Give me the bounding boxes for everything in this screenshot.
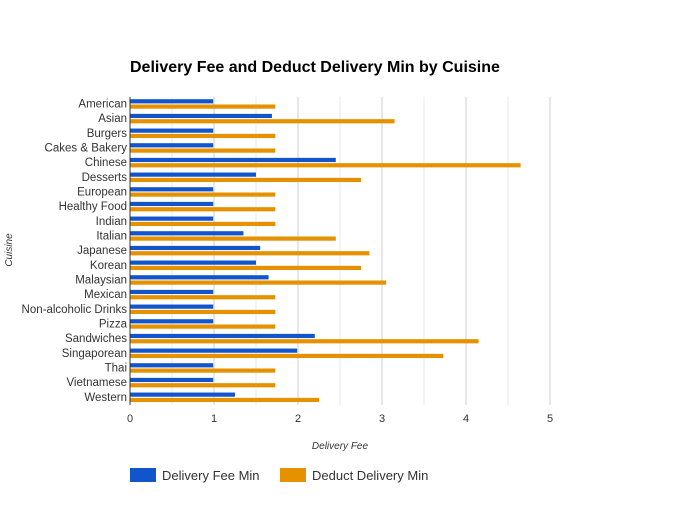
delivery-fee-min-bar: [130, 245, 261, 251]
delivery-fee-min-bar: [130, 275, 269, 280]
x-tick-label: 0: [127, 413, 133, 425]
category-label: European: [77, 187, 127, 199]
delivery-fee-min-bar: [130, 143, 214, 148]
chart-title: Delivery Fee and Deduct Delivery Min by …: [130, 59, 500, 76]
category-label: Vietnamese: [66, 377, 127, 389]
deduct-delivery-min-bar: [130, 207, 276, 212]
deduct-delivery-min-bar: [130, 353, 444, 359]
legend-swatch: [280, 468, 306, 482]
delivery-fee-min-bar: [130, 363, 214, 368]
delivery-fee-min-bar: [130, 113, 272, 119]
category-label: American: [78, 99, 127, 111]
category-label: Thai: [105, 363, 127, 375]
delivery-fee-min-bar: [130, 260, 256, 265]
category-label: Pizza: [99, 319, 128, 331]
deduct-delivery-min-bar: [130, 119, 395, 124]
deduct-delivery-min-bar: [130, 236, 336, 241]
legend-swatch: [130, 468, 156, 482]
y-tick-labels: American Asian Burgers Cakes & Bakery Chines…: [22, 99, 128, 404]
category-label: Chinese: [85, 157, 127, 169]
delivery-fee-min-bar: [130, 201, 214, 207]
x-axis-label: Delivery Fee: [312, 441, 369, 452]
delivery-fee-min-bar: [130, 319, 214, 324]
deduct-delivery-min-bar: [130, 133, 276, 139]
deduct-delivery-min-bar: [130, 163, 521, 168]
deduct-delivery-min-bar: [130, 280, 387, 285]
deduct-delivery-min-bar: [130, 397, 319, 403]
category-label: Malaysian: [75, 275, 127, 287]
deduct-delivery-min-bar: [130, 295, 276, 300]
x-tick-label: 1: [211, 413, 217, 425]
delivery-fee-min-bar: [130, 377, 214, 383]
delivery-fee-min-bar: [130, 99, 214, 104]
delivery-fee-min-bar: [130, 231, 244, 236]
deduct-delivery-min-bar: [130, 251, 370, 256]
deduct-delivery-min-bar: [130, 221, 276, 227]
delivery-fee-min-bar: [130, 348, 298, 353]
category-label: Mexican: [84, 289, 127, 301]
category-label: Indian: [96, 216, 127, 228]
grid-layer: [171, 97, 551, 405]
deduct-delivery-min-bar: [130, 192, 276, 197]
delivery-fee-min-bar: [130, 157, 336, 163]
deduct-delivery-min-bar: [130, 368, 276, 373]
category-label: Non-alcoholic Drinks: [22, 304, 128, 316]
x-tick-label: 5: [547, 413, 553, 425]
x-tick-labels: 0 1 2 3 4 5: [127, 413, 553, 425]
category-label: Desserts: [82, 172, 128, 184]
x-tick-label: 2: [295, 413, 301, 425]
deduct-delivery-min-bar: [130, 339, 479, 344]
deduct-delivery-min-bar: [130, 177, 361, 183]
delivery-fee-min-bar: [130, 216, 214, 221]
legend: Delivery Fee Min Deduct Delivery Min: [130, 468, 428, 483]
bars-layer: [130, 99, 521, 403]
deduct-delivery-min-bar: [130, 148, 276, 153]
deduct-delivery-min-bar: [130, 104, 276, 109]
x-tick-label: 3: [379, 413, 385, 425]
delivery-fee-min-bar: [130, 304, 214, 309]
category-label: Asian: [98, 113, 127, 125]
delivery-fee-min-bar: [130, 187, 214, 192]
deduct-delivery-min-bar: [130, 383, 276, 388]
deduct-delivery-min-bar: [130, 265, 361, 271]
category-label: Cakes & Bakery: [45, 143, 128, 155]
x-tick-label: 4: [463, 413, 469, 425]
deduct-delivery-min-bar: [130, 324, 276, 329]
delivery-fee-min-bar: [130, 128, 214, 133]
delivery-fee-min-bar: [130, 333, 315, 339]
legend-label: Deduct Delivery Min: [312, 468, 428, 483]
category-label: Burgers: [87, 128, 128, 140]
category-label: Korean: [90, 260, 127, 272]
category-label: Singaporean: [62, 348, 127, 360]
delivery-fee-min-bar: [130, 392, 235, 397]
category-label: Healthy Food: [59, 201, 127, 213]
delivery-fee-min-bar: [130, 172, 256, 177]
delivery-fee-min-bar: [130, 289, 214, 295]
category-label: Sandwiches: [65, 333, 127, 345]
legend-label: Delivery Fee Min: [162, 468, 260, 483]
deduct-delivery-min-bar: [130, 309, 276, 315]
category-label: Japanese: [77, 245, 127, 257]
category-label: Italian: [96, 231, 127, 243]
category-label: Western: [84, 392, 127, 404]
y-axis-label: Cuisine: [4, 233, 15, 267]
